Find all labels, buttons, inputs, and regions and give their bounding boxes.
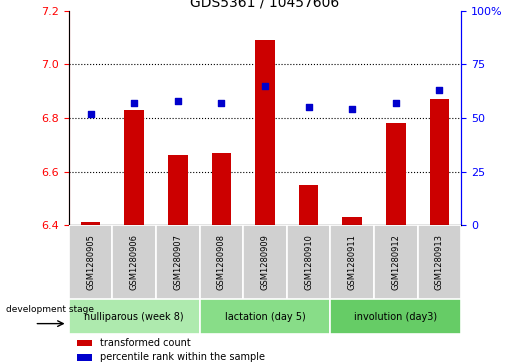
Text: GSM1280909: GSM1280909 (261, 234, 269, 290)
Bar (374, 225, 418, 299)
Text: GSM1280905: GSM1280905 (86, 234, 95, 290)
Point (348, 106, 356, 112)
Bar (168, 155, 188, 225)
Text: GSM1280906: GSM1280906 (130, 234, 139, 290)
Text: GSM1280907: GSM1280907 (173, 234, 182, 290)
Bar (386, 123, 405, 225)
Point (435, 87, 444, 93)
Text: percentile rank within the sample: percentile rank within the sample (100, 352, 266, 363)
Text: lactation (day 5): lactation (day 5) (225, 312, 305, 322)
Bar (69, 225, 112, 299)
Title: GDS5361 / 10457606: GDS5361 / 10457606 (190, 0, 340, 10)
Bar (112, 225, 156, 299)
Bar (418, 225, 461, 299)
Bar (255, 40, 275, 225)
Text: development stage: development stage (5, 305, 93, 314)
Bar (156, 225, 200, 299)
Point (130, 100, 138, 106)
Text: GSM1280908: GSM1280908 (217, 234, 226, 290)
Point (392, 100, 400, 106)
Point (304, 104, 313, 110)
Point (217, 100, 226, 106)
Bar (69, 299, 200, 334)
Text: nulliparous (week 8): nulliparous (week 8) (84, 312, 184, 322)
Bar (77, 354, 92, 361)
Text: transformed count: transformed count (100, 338, 191, 348)
Bar (330, 299, 461, 334)
Bar (243, 225, 287, 299)
Text: GSM1280910: GSM1280910 (304, 234, 313, 290)
Bar (81, 223, 101, 225)
Bar (299, 185, 319, 225)
Bar (342, 217, 362, 225)
Point (86, 111, 95, 117)
Bar (211, 153, 231, 225)
Bar (200, 225, 243, 299)
Bar (330, 225, 374, 299)
Bar (77, 340, 92, 346)
Bar (429, 99, 449, 225)
Text: GSM1280911: GSM1280911 (348, 234, 357, 290)
Bar (125, 110, 144, 225)
Text: GSM1280912: GSM1280912 (391, 234, 400, 290)
Text: involution (day3): involution (day3) (354, 312, 437, 322)
Point (174, 98, 182, 104)
Point (261, 83, 269, 89)
Text: GSM1280913: GSM1280913 (435, 234, 444, 290)
Bar (200, 299, 330, 334)
Bar (287, 225, 330, 299)
